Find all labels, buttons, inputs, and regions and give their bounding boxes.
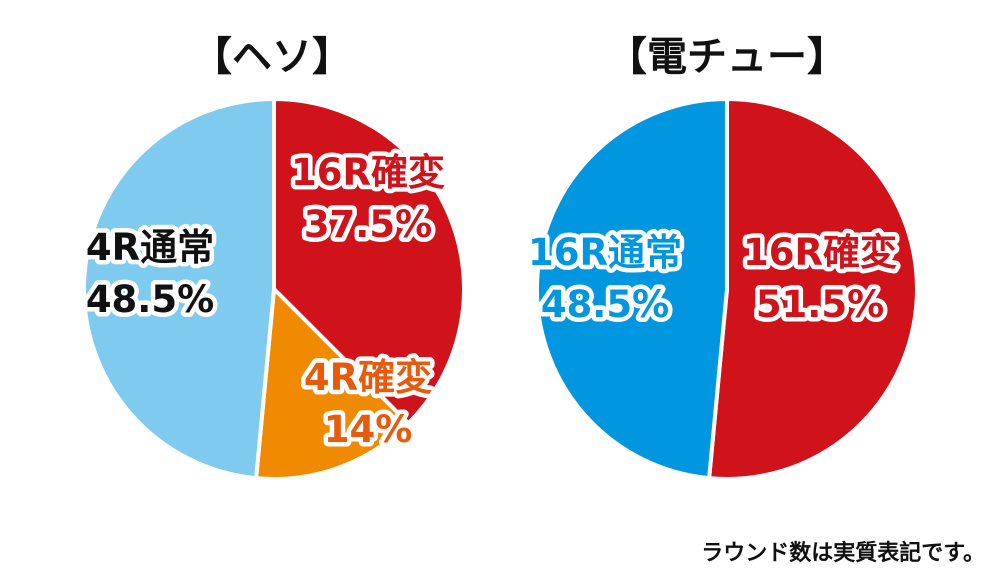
- footnote: ラウンド数は実質表記です。: [701, 540, 985, 566]
- slice-value-denchu-0: 51.5%: [756, 283, 884, 326]
- slice-value-denchu-1: 48.5%: [541, 283, 669, 326]
- pie-chart-heso: 16R確変 37.5% 4R確変 14% 4R通常 48.5%: [81, 97, 466, 481]
- pie-slice-heso-0: [272, 97, 466, 426]
- pie-slice-heso-2: [81, 97, 276, 481]
- pie-slice-denchu-1: [534, 97, 729, 481]
- slice-label-heso-2: 4R通常: [86, 226, 214, 269]
- pie-slice-heso-1: [254, 287, 411, 481]
- chart-title-denchu: 【電チュー】: [607, 34, 847, 80]
- pie-chart-denchu: 16R確変 51.5% 16R通常 48.5%: [524, 97, 919, 481]
- slice-label-denchu-1: 16R通常: [528, 231, 682, 274]
- slice-label-heso-1: 4R確変: [304, 356, 432, 399]
- slice-label-denchu-0: 16R確変: [743, 231, 897, 274]
- slice-value-heso-1: 14%: [324, 408, 413, 451]
- slice-value-heso-0: 37.5%: [304, 203, 432, 246]
- slice-value-heso-2: 48.5%: [86, 278, 214, 321]
- pie-slice-denchu-0: [707, 97, 919, 481]
- chart-title-heso: 【ヘソ】: [192, 34, 352, 80]
- slice-label-heso-0: 16R確変: [291, 151, 445, 194]
